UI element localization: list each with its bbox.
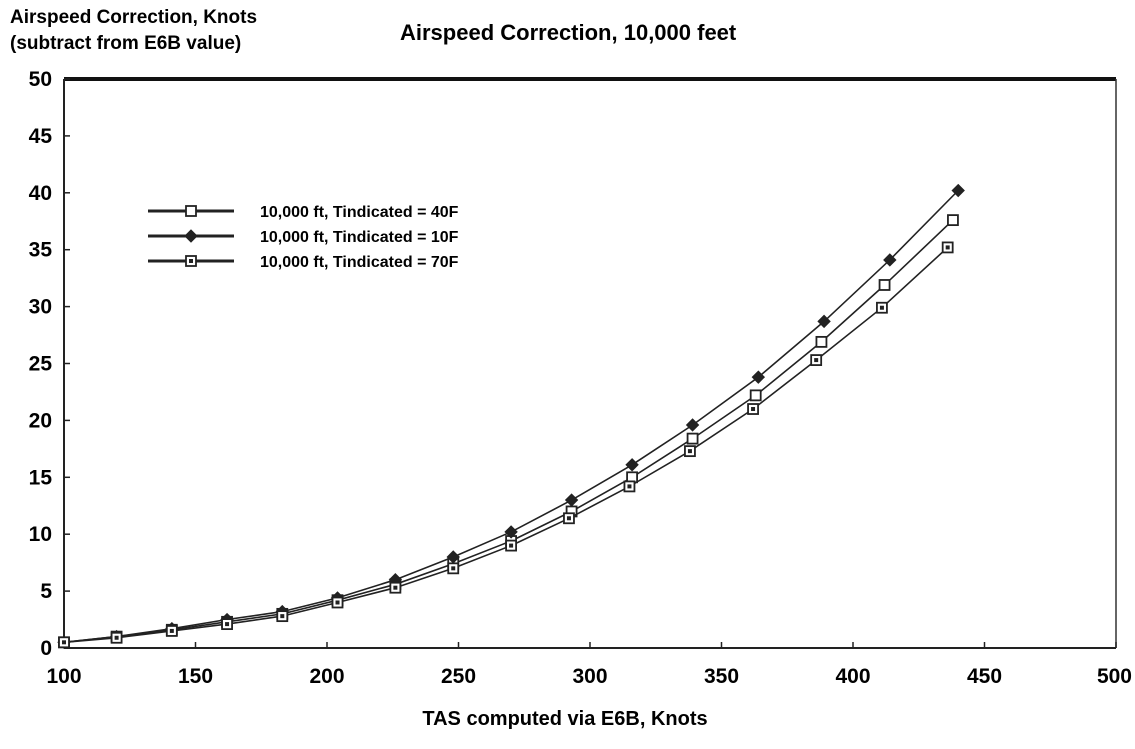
data-point [165,625,178,637]
data-point [817,314,831,329]
data-point [389,581,402,594]
y-tick-label: 40 [29,182,52,205]
data-point [815,335,828,348]
data-point [623,480,636,493]
x-tick-label: 150 [178,665,213,688]
series-layer [57,183,965,650]
data-point [747,403,759,415]
legend-label-40f: 10,000 ft, Tindicated = 40F [260,204,459,221]
y-axis-ticks: 0 5 10 15 20 25 30 35 40 45 50 [29,68,70,660]
data-point [749,389,762,402]
x-tick-label: 400 [835,665,870,688]
legend-marker-shape [185,205,197,217]
legend-marker-dotted-square [185,255,197,267]
data-point [625,458,639,472]
data-point [221,618,233,631]
legend-marker-open-square [185,205,197,217]
x-tick-label: 300 [572,665,607,688]
legend-marker-shape [184,229,198,243]
data-point [685,418,700,432]
legend-label-10f: 10,000 ft, Tindicated = 10F [260,229,459,246]
data-point [878,279,891,291]
y-tick-label: 20 [29,409,52,432]
legend-label-70f: 10,000 ft, Tindicated = 70F [260,254,459,271]
x-tick-label: 250 [441,665,476,688]
data-point [564,493,579,507]
y-tick-label: 35 [29,239,53,262]
x-tick-label: 500 [1097,665,1132,688]
data-point [751,370,766,384]
data-point [951,183,965,198]
legend-item-70f: 10,000 ft, Tindicated = 70F [148,254,459,271]
data-point [563,512,575,525]
data-point [58,636,70,649]
y-tick-label: 10 [29,523,52,546]
series-70f [58,241,954,649]
series-line [63,219,954,644]
data-point [505,539,518,552]
x-tick-label: 100 [46,665,81,688]
data-point [686,432,699,445]
y-axis-label-line2: (subtract from E6B value) [10,33,241,54]
x-axis-label: TAS computed via E6B, Knots [422,708,707,730]
chart-title: Airspeed Correction, 10,000 feet [400,20,737,45]
y-tick-label: 0 [40,637,52,660]
series-10f [57,183,965,650]
y-tick-label: 25 [29,353,53,376]
plot-area [63,77,1117,649]
data-point [684,445,696,458]
x-tick-label: 450 [967,665,1002,688]
data-point [331,596,344,609]
x-axis-ticks: 100 150 200 250 300 350 400 450 500 [46,642,1132,688]
data-point [876,301,888,314]
data-point [883,253,897,267]
y-tick-label: 50 [29,68,52,91]
data-point [276,610,289,623]
data-point [504,525,518,539]
y-tick-label: 15 [29,466,53,489]
data-point [947,214,959,227]
data-point [110,631,123,644]
y-tick-label: 45 [29,125,53,148]
data-point [810,354,823,366]
data-point [941,241,954,254]
x-tick-label: 350 [704,665,739,688]
legend-item-10f: 10,000 ft, Tindicated = 10F [148,229,459,246]
x-tick-label: 200 [309,665,344,688]
legend: 10,000 ft, Tindicated = 40F 10,000 ft, T… [148,204,459,271]
y-axis-label-line1: Airspeed Correction, Knots [10,7,257,28]
legend-marker-filled-diamond [184,229,198,243]
legend-marker-shape [185,255,197,267]
y-tick-label: 30 [29,296,52,319]
series-line [63,189,959,644]
series-40f [58,214,959,649]
data-point [447,562,460,575]
legend-item-40f: 10,000 ft, Tindicated = 40F [148,204,459,221]
y-tick-label: 5 [40,580,52,603]
series-line [63,246,949,644]
